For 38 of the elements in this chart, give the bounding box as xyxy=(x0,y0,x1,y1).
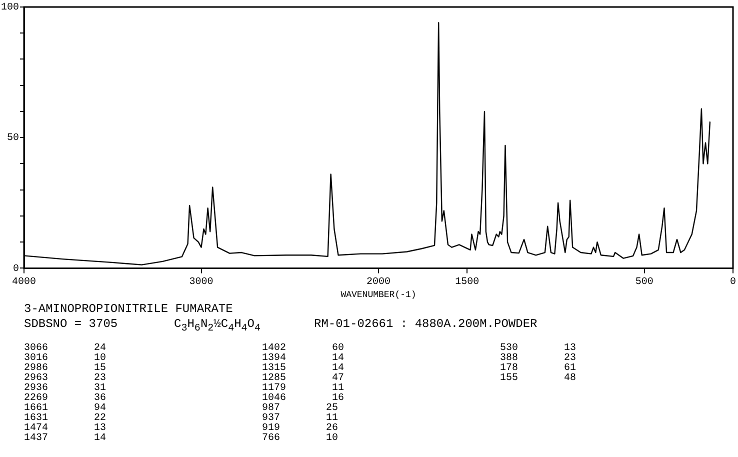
text: 2936 31 xyxy=(24,383,108,394)
y-tick-label: 50 xyxy=(6,133,20,144)
text: 2269 36 xyxy=(24,393,108,404)
x-tick-label: 1500 xyxy=(455,276,480,288)
text: 530 13 xyxy=(500,343,578,354)
x-tick-label: 3000 xyxy=(189,276,214,288)
x-tick-label: 4000 xyxy=(12,276,36,288)
text: 937 11 xyxy=(262,413,340,424)
text: 3066 24 xyxy=(24,343,108,354)
text: 1437 14 xyxy=(24,433,108,444)
text: 388 23 xyxy=(500,353,578,364)
text: 1285 47 xyxy=(262,373,346,384)
text: 1661 94 xyxy=(24,403,108,414)
text: 155 48 xyxy=(500,373,578,384)
x-tick-label: 0 xyxy=(730,276,736,288)
text: 1394 14 xyxy=(262,353,346,364)
x-tick-label: 2000 xyxy=(366,276,391,288)
y-tick-label: 100 xyxy=(0,2,20,14)
y-tick-label: 0 xyxy=(12,264,20,275)
text: C$_{3}$H$_{6}$N$_{2}$½C$_{4}$H$_{4}$O$_{4}$ xyxy=(174,317,261,334)
text: 919 26 xyxy=(262,423,340,434)
text: 1179 11 xyxy=(262,383,346,394)
text: 766 10 xyxy=(262,433,340,444)
text: 987 25 xyxy=(262,403,340,414)
text: RM-01-02661 : 4880A.200M.POWDER xyxy=(314,317,538,333)
text: SDBSNO = 3705 xyxy=(24,317,119,333)
text: 1631 22 xyxy=(24,413,108,424)
text: 1402 60 xyxy=(262,343,346,354)
x-axis-title: WAVENUMBER(-1) xyxy=(340,290,416,300)
text: 2986 15 xyxy=(24,363,108,374)
text: 3-AMINOPROPIONITRILE FUMARATE xyxy=(24,302,234,317)
x-tick-label: 500 xyxy=(635,276,654,288)
text: 1474 13 xyxy=(24,423,108,434)
text: 3016 10 xyxy=(24,353,108,364)
text: 1046 16 xyxy=(262,393,346,404)
text: 1315 14 xyxy=(262,363,346,374)
text: 2963 23 xyxy=(24,373,108,384)
text: 178 61 xyxy=(500,363,578,374)
